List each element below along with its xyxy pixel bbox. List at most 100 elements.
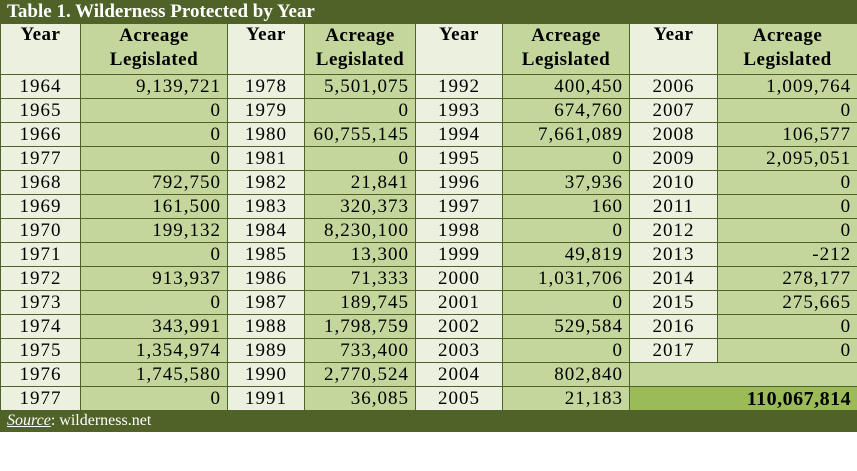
year-cell: 2007 <box>629 98 718 123</box>
year-cell: 2001 <box>415 290 503 315</box>
column-header-acreage: Acreage Legislated <box>716 23 857 75</box>
year-cell: 2008 <box>629 122 718 147</box>
year-cell: 1994 <box>415 122 503 147</box>
acreage-cell: 1,009,764 <box>716 74 857 99</box>
acreage-cell: 0 <box>716 218 857 243</box>
acreage-cell: 21,841 <box>304 170 416 195</box>
year-cell: 1980 <box>227 122 305 147</box>
year-cell: 1981 <box>227 146 305 171</box>
table-row: 1971 0 1985 13,300 1999 49,819 2013 -212 <box>0 242 857 267</box>
year-cell: 1988 <box>227 314 305 339</box>
table-row: 1977 0 1991 36,085 2005 21,183 110,067,814 <box>0 386 857 411</box>
table-row: 1977 0 1981 0 1995 0 2009 2,095,051 <box>0 146 857 171</box>
year-cell: 2012 <box>629 218 718 243</box>
header-line-acreage: Acreage <box>325 25 395 46</box>
header-line-acreage: Acreage <box>119 25 189 46</box>
acreage-cell: 275,665 <box>716 290 857 315</box>
year-cell: 1973 <box>0 290 81 315</box>
acreage-cell: 0 <box>80 122 228 147</box>
table-row: 1974 343,991 1988 1,798,759 2002 529,584 2016 0 <box>0 314 857 339</box>
acreage-cell: 7,661,089 <box>502 122 630 147</box>
acreage-cell: 733,400 <box>304 338 416 363</box>
year-cell: 1972 <box>0 266 81 291</box>
column-header-year: Year <box>227 23 305 75</box>
table-title: Table 1. Wilderness Protected by Year <box>0 0 857 24</box>
header-row: Year Acreage Legislated Year Acreage Legislat… <box>0 23 857 75</box>
header-line-legislated: Legislated <box>521 49 611 70</box>
acreage-cell: 0 <box>304 98 416 123</box>
year-cell: 2015 <box>629 290 718 315</box>
column-header-acreage: Acreage Legislated <box>502 23 630 75</box>
year-cell: 1983 <box>227 194 305 219</box>
year-cell: 1990 <box>227 362 305 387</box>
acreage-cell: 1,031,706 <box>502 266 630 291</box>
table-row: 1965 0 1979 0 1993 674,760 2007 0 <box>0 98 857 123</box>
year-cell: 1970 <box>0 218 81 243</box>
year-cell: 1974 <box>0 314 81 339</box>
acreage-cell: 199,132 <box>80 218 228 243</box>
acreage-cell: 160 <box>502 194 630 219</box>
year-cell: 1986 <box>227 266 305 291</box>
acreage-cell: 320,373 <box>304 194 416 219</box>
acreage-cell: 189,745 <box>304 290 416 315</box>
table-row: 1972 913,937 1986 71,333 2000 1,031,706 2014 27… <box>0 266 857 291</box>
acreage-cell: 0 <box>304 146 416 171</box>
year-cell: 2011 <box>629 194 718 219</box>
acreage-cell: 9,139,721 <box>80 74 228 99</box>
year-cell: 1979 <box>227 98 305 123</box>
year-cell: 1975 <box>0 338 81 363</box>
year-cell: 1987 <box>227 290 305 315</box>
table-row: 1969 161,500 1983 320,373 1997 160 2011 0 <box>0 194 857 219</box>
acreage-cell: 0 <box>716 338 857 363</box>
year-cell: 1964 <box>0 74 81 99</box>
year-cell: 1965 <box>0 98 81 123</box>
acreage-cell: 106,577 <box>716 122 857 147</box>
acreage-cell: 343,991 <box>80 314 228 339</box>
acreage-cell: 0 <box>80 98 228 123</box>
table-row: 1966 0 1980 60,755,145 1994 7,661,089 2008 106,… <box>0 122 857 147</box>
acreage-cell: 0 <box>502 146 630 171</box>
total-acreage-cell: 110,067,814 <box>628 386 857 411</box>
year-cell: 1971 <box>0 242 81 267</box>
table-row: 1964 9,139,721 1978 5,501,075 1992 400,450 200… <box>0 74 857 99</box>
year-cell: 2013 <box>629 242 718 267</box>
acreage-cell: 1,745,580 <box>80 362 228 387</box>
acreage-cell: 674,760 <box>502 98 630 123</box>
year-cell: 1992 <box>415 74 503 99</box>
acreage-cell: 0 <box>716 170 857 195</box>
year-cell: 1966 <box>0 122 81 147</box>
acreage-cell: 2,095,051 <box>716 146 857 171</box>
source-text: : wilderness.net <box>50 412 152 429</box>
year-cell: 1977 <box>0 146 81 171</box>
acreage-cell: 8,230,100 <box>304 218 416 243</box>
year-cell: 1985 <box>227 242 305 267</box>
source-label: Source <box>7 412 51 429</box>
acreage-cell: -212 <box>716 242 857 267</box>
header-line-legislated: Legislated <box>109 49 199 70</box>
year-cell: 1982 <box>227 170 305 195</box>
acreage-cell: 5,501,075 <box>304 74 416 99</box>
table-row: 1973 0 1987 189,745 2001 0 2015 275,665 <box>0 290 857 315</box>
acreage-cell: 36,085 <box>304 386 416 411</box>
header-line-acreage: Acreage <box>752 25 823 46</box>
acreage-cell: 161,500 <box>80 194 228 219</box>
year-cell: 1995 <box>415 146 503 171</box>
table-row: 1976 1,745,580 1990 2,770,524 2004 802,840 <box>0 362 857 387</box>
year-cell: 2006 <box>629 74 718 99</box>
column-header-year: Year <box>0 23 81 75</box>
empty-cell <box>628 362 857 387</box>
table-row: 1968 792,750 1982 21,841 1996 37,936 2010 0 <box>0 170 857 195</box>
year-cell: 1993 <box>415 98 503 123</box>
year-cell: 1997 <box>415 194 503 219</box>
year-cell: 1976 <box>0 362 81 387</box>
header-line-acreage: Acreage <box>531 25 601 46</box>
year-cell: 1977 <box>0 386 81 411</box>
year-cell: 2017 <box>629 338 718 363</box>
year-cell: 2009 <box>629 146 718 171</box>
acreage-cell: 71,333 <box>304 266 416 291</box>
column-header-acreage: Acreage Legislated <box>304 23 416 75</box>
year-cell: 2003 <box>415 338 503 363</box>
year-cell: 1978 <box>227 74 305 99</box>
acreage-cell: 792,750 <box>80 170 228 195</box>
year-cell: 2002 <box>415 314 503 339</box>
